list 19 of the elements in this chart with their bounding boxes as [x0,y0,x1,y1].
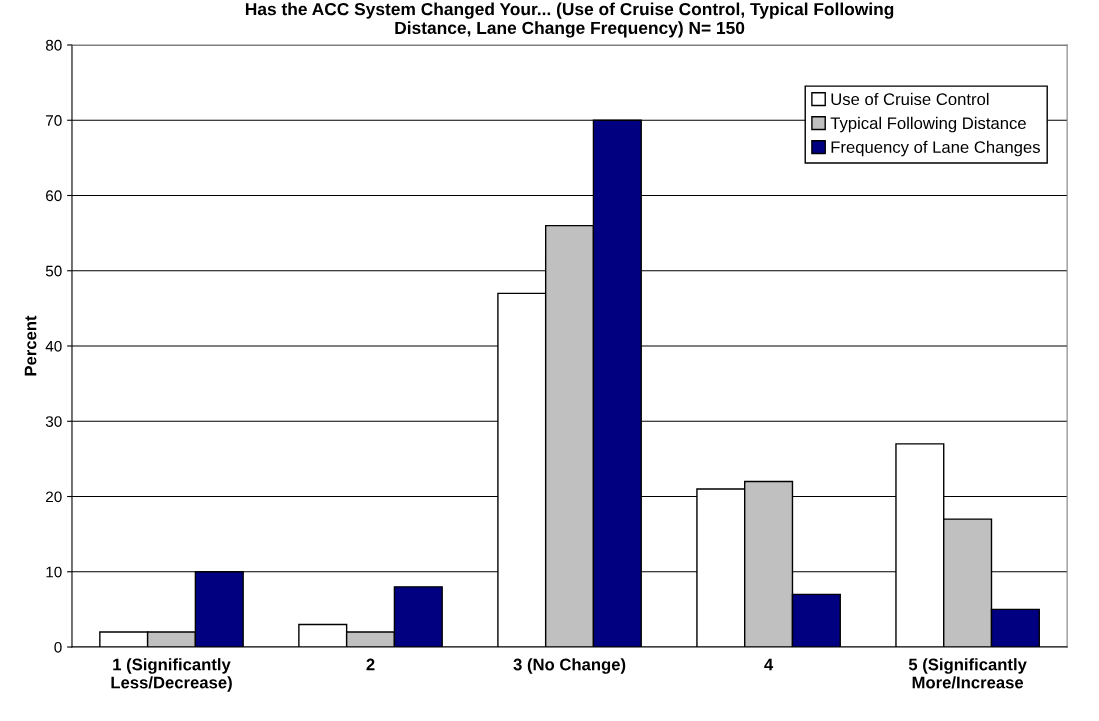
y-axis-title: Percent [24,315,37,376]
y-tick-label: 70 [46,115,62,126]
legend-label: Frequency of Lane Changes [831,140,1040,157]
legend-label: Use of Cruise Control [831,92,989,106]
y-tick-label: 50 [45,265,62,277]
y-tick-label: 20 [46,491,62,503]
y-tick-label: 30 [45,416,62,427]
x-tick-label: 3 (No Change) [513,658,626,674]
y-tick-label: 40 [45,340,62,352]
chart-title: Has the ACC System Changed Your... (Use of Cruise Control, Typical Following Distance, Lane Change Frequency) N= 150 [245,2,894,38]
y-tick-label: 0 [54,641,62,653]
x-tick-label: 1 (Significantly Less/Decrease) [111,658,232,692]
x-tick-label: 2 [366,658,375,671]
x-tick-label: 4 [764,658,774,671]
legend-label: Typical Following Distance [830,116,1026,133]
y-tick-label: 60 [46,190,62,202]
x-tick-label: 5 (Significantly More/Increase [908,658,1027,689]
y-tick-label: 80 [45,39,62,51]
y-tick-label: 10 [46,566,62,578]
